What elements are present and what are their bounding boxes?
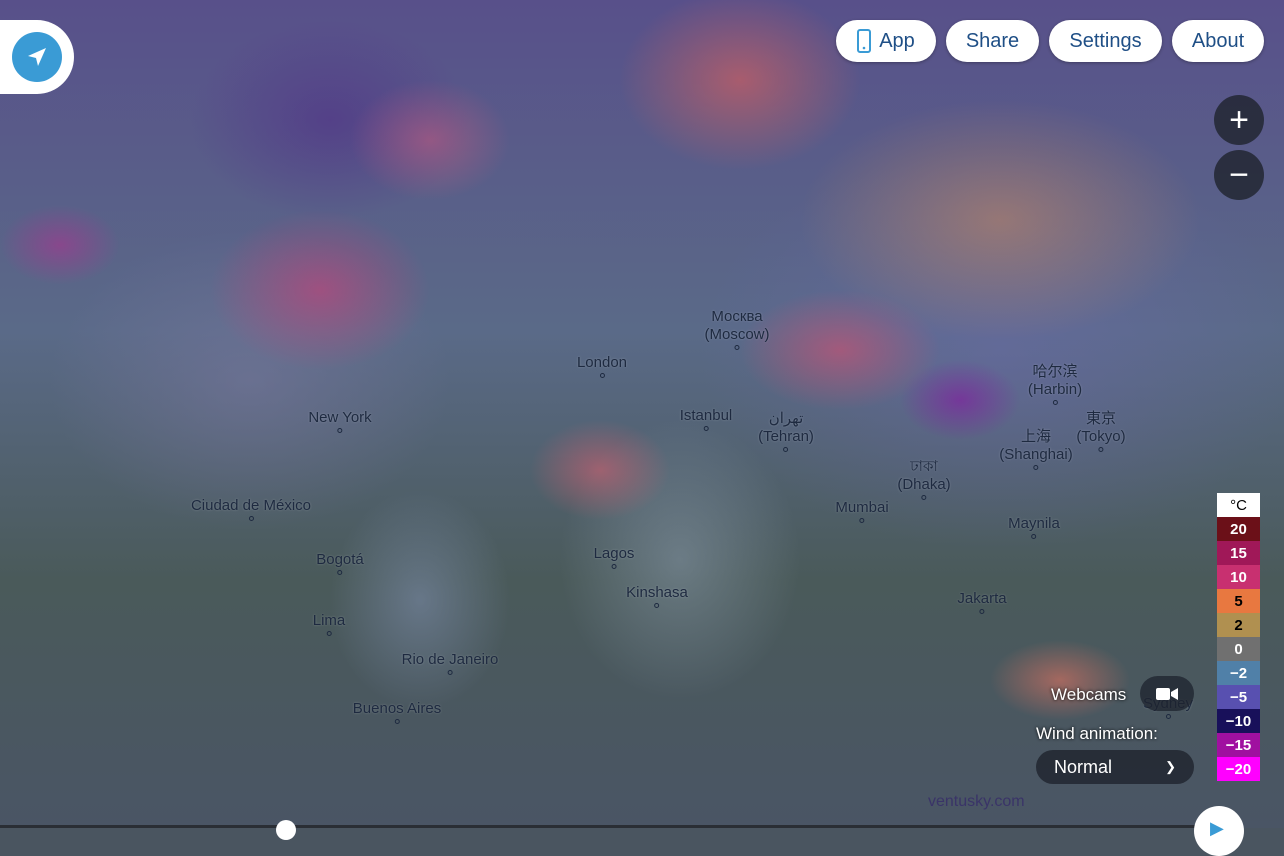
city-label[interactable]: Lima — [312, 612, 346, 636]
city-label[interactable]: Lagos — [593, 545, 635, 569]
city-name: Istanbul — [679, 407, 733, 424]
city-marker-icon — [337, 428, 343, 433]
city-name: 東京 — [1085, 410, 1116, 427]
city-name-english: (Shanghai) — [999, 446, 1073, 463]
wind-animation-label: Wind animation: — [1036, 724, 1158, 743]
city-marker-icon — [1165, 714, 1171, 719]
city-marker-icon — [248, 516, 254, 521]
legend-step: 15 — [1217, 541, 1260, 565]
city-name: Jakarta — [957, 590, 1007, 607]
legend-step: −2 — [1217, 661, 1260, 685]
phone-icon — [857, 29, 872, 53]
play-icon: ▶ — [1210, 818, 1224, 838]
legend-step: 5 — [1217, 589, 1260, 613]
city-label[interactable]: Buenos Aires — [353, 700, 441, 724]
city-marker-icon — [447, 670, 453, 675]
city-marker-icon — [1098, 447, 1104, 452]
city-name: Lagos — [593, 545, 635, 562]
city-marker-icon — [337, 570, 343, 575]
webcams-label: Webcams — [1051, 685, 1127, 704]
city-label[interactable]: New York — [308, 409, 372, 433]
zoom-in-button[interactable]: + — [1214, 95, 1264, 145]
city-name: Buenos Aires — [352, 700, 442, 717]
play-button[interactable]: ▶ — [1194, 806, 1244, 856]
city-name-english: (Moscow) — [704, 326, 770, 343]
location-panel — [0, 20, 74, 94]
city-label[interactable]: 上海 (Shanghai) — [999, 428, 1073, 470]
video-camera-icon — [1156, 687, 1178, 700]
brand-watermark: ventusky.com — [928, 793, 1025, 810]
city-name: New York — [308, 409, 372, 426]
city-marker-icon — [1052, 400, 1058, 405]
city-name: London — [576, 354, 628, 371]
city-label[interactable]: Bogotá — [316, 551, 364, 575]
city-marker-icon — [1031, 534, 1037, 539]
city-label[interactable]: Mumbai — [835, 499, 889, 523]
city-name: 哈尔滨 — [1032, 363, 1078, 380]
webcams-button[interactable] — [1140, 676, 1194, 711]
city-name: Ciudad de México — [190, 497, 312, 514]
city-label[interactable]: 東京 (Tokyo) — [1076, 410, 1126, 452]
city-marker-icon — [783, 447, 789, 452]
city-name-english: (Harbin) — [1027, 381, 1083, 398]
city-name: Maynila — [1008, 515, 1060, 532]
city-name-english: (Tehran) — [758, 428, 814, 445]
city-label[interactable]: تهران (Tehran) — [758, 410, 814, 452]
weather-map[interactable] — [0, 0, 1284, 828]
about-button[interactable]: About — [1172, 20, 1264, 62]
city-name-english: (Dhaka) — [897, 476, 951, 493]
city-label[interactable]: Москва (Moscow) — [704, 308, 770, 350]
city-marker-icon — [979, 609, 985, 614]
settings-button[interactable]: Settings — [1049, 20, 1162, 62]
city-name: Kinshasa — [626, 584, 688, 601]
city-label[interactable]: Jakarta — [957, 590, 1007, 614]
timeline-bar[interactable] — [0, 825, 1200, 828]
legend-step: −5 — [1217, 685, 1260, 709]
temperature-legend: °C 20 15 10 5 2 0 −2 −5 −10 −15 −20 — [1217, 493, 1260, 781]
city-marker-icon — [703, 426, 709, 431]
city-marker-icon — [654, 603, 660, 608]
location-arrow-icon — [28, 48, 46, 66]
share-button[interactable]: Share — [946, 20, 1039, 62]
city-label[interactable]: ঢাকা (Dhaka) — [897, 458, 951, 500]
city-marker-icon — [921, 495, 927, 500]
legend-step: 0 — [1217, 637, 1260, 661]
city-name: تهران — [768, 410, 804, 427]
city-marker-icon — [859, 518, 865, 523]
city-label[interactable]: Ciudad de México — [191, 497, 311, 521]
city-label[interactable]: Rio de Janeiro — [401, 651, 499, 675]
city-marker-icon — [611, 564, 617, 569]
city-marker-icon — [734, 345, 740, 350]
city-label[interactable]: London — [577, 354, 627, 378]
city-name: Bogotá — [316, 551, 364, 568]
legend-step: 20 — [1217, 517, 1260, 541]
city-name-english: (Tokyo) — [1076, 428, 1126, 445]
city-marker-icon — [1033, 465, 1039, 470]
location-button[interactable] — [12, 32, 62, 82]
city-label[interactable]: Kinshasa — [626, 584, 688, 608]
city-marker-icon — [326, 631, 332, 636]
city-name: Rio de Janeiro — [401, 651, 499, 668]
city-name: ঢাকা — [910, 458, 938, 475]
zoom-out-button[interactable]: − — [1214, 150, 1264, 200]
city-label[interactable]: Istanbul — [679, 407, 733, 431]
city-label[interactable]: Maynila — [1008, 515, 1060, 539]
city-marker-icon — [394, 719, 400, 724]
legend-unit: °C — [1217, 493, 1260, 517]
city-name: Москва — [711, 308, 763, 325]
legend-step: −20 — [1217, 757, 1260, 781]
legend-step: 2 — [1217, 613, 1260, 637]
app-button[interactable]: App — [836, 20, 936, 62]
city-marker-icon — [599, 373, 605, 378]
city-name: Mumbai — [835, 499, 889, 516]
wind-animation-select[interactable]: Normal ❯ — [1036, 750, 1194, 784]
city-label[interactable]: 哈尔滨 (Harbin) — [1028, 363, 1082, 405]
timeline-handle[interactable] — [276, 820, 296, 840]
city-name: Lima — [312, 612, 346, 629]
legend-step: −10 — [1217, 709, 1260, 733]
legend-step: 10 — [1217, 565, 1260, 589]
legend-step: −15 — [1217, 733, 1260, 757]
chevron-down-icon: ❯ — [1165, 759, 1176, 774]
city-name: 上海 — [1020, 428, 1052, 445]
